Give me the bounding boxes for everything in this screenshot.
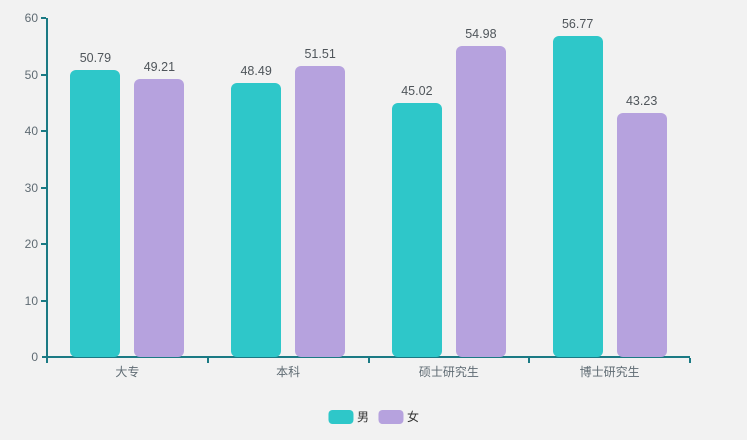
y-axis-tick (41, 17, 46, 19)
bar-value-label: 49.21 (143, 59, 176, 74)
y-axis-line (46, 18, 48, 358)
y-axis-tick-label: 30 (24, 180, 38, 195)
bar-男-硕士研究生[interactable] (391, 102, 442, 357)
bar-女-大专[interactable] (134, 78, 185, 357)
bar-value-label: 48.49 (240, 64, 272, 79)
x-axis-line (42, 356, 690, 358)
bar-value-label: 43.23 (625, 93, 658, 108)
y-axis-tick-label: 10 (24, 293, 38, 308)
legend: 男女 (327, 410, 419, 424)
legend-label: 女 (407, 410, 420, 424)
y-axis-tick-label: 0 (31, 350, 38, 364)
bar-男-本科[interactable] (231, 83, 282, 357)
legend-marker (378, 410, 403, 424)
y-axis-tick-label: 60 (24, 11, 38, 25)
bar-value-label: 45.02 (401, 83, 433, 98)
legend-marker (327, 410, 353, 424)
y-axis-tick (41, 186, 46, 189)
x-axis-tick (46, 358, 48, 363)
bar-女-硕士研究生[interactable] (455, 46, 506, 357)
bar-女-博士研究生[interactable] (616, 112, 667, 357)
x-axis-tick (689, 358, 691, 363)
y-axis-tick (41, 299, 46, 302)
x-axis-category-label: 本科 (276, 365, 301, 379)
y-axis-tick-label: 40 (24, 124, 38, 138)
y-axis-tick-label: 50 (24, 67, 38, 82)
x-axis-category-label: 硕士研究生 (418, 365, 479, 379)
bar-女-本科[interactable] (295, 65, 346, 357)
x-axis-category-label: 博士研究生 (579, 365, 640, 379)
legend-item-男[interactable]: 男 (327, 410, 369, 424)
x-axis-tick (528, 358, 531, 363)
y-axis-tick (41, 243, 46, 245)
bar-value-label: 51.51 (304, 46, 336, 61)
bar-value-label: 54.98 (465, 27, 497, 42)
x-axis-tick (367, 358, 370, 363)
x-axis-tick (206, 358, 209, 363)
bar-男-大专[interactable] (70, 70, 121, 357)
y-axis-tick-label: 20 (24, 237, 38, 251)
y-axis-tick (41, 130, 46, 132)
x-axis-category-label: 大专 (115, 365, 140, 379)
bar-男-博士研究生[interactable] (552, 36, 603, 357)
bar-value-label: 56.77 (561, 17, 594, 32)
legend-item-女[interactable]: 女 (378, 410, 419, 424)
bar-value-label: 50.79 (79, 51, 112, 66)
legend-label: 男 (356, 410, 369, 424)
y-axis-tick (41, 73, 46, 76)
